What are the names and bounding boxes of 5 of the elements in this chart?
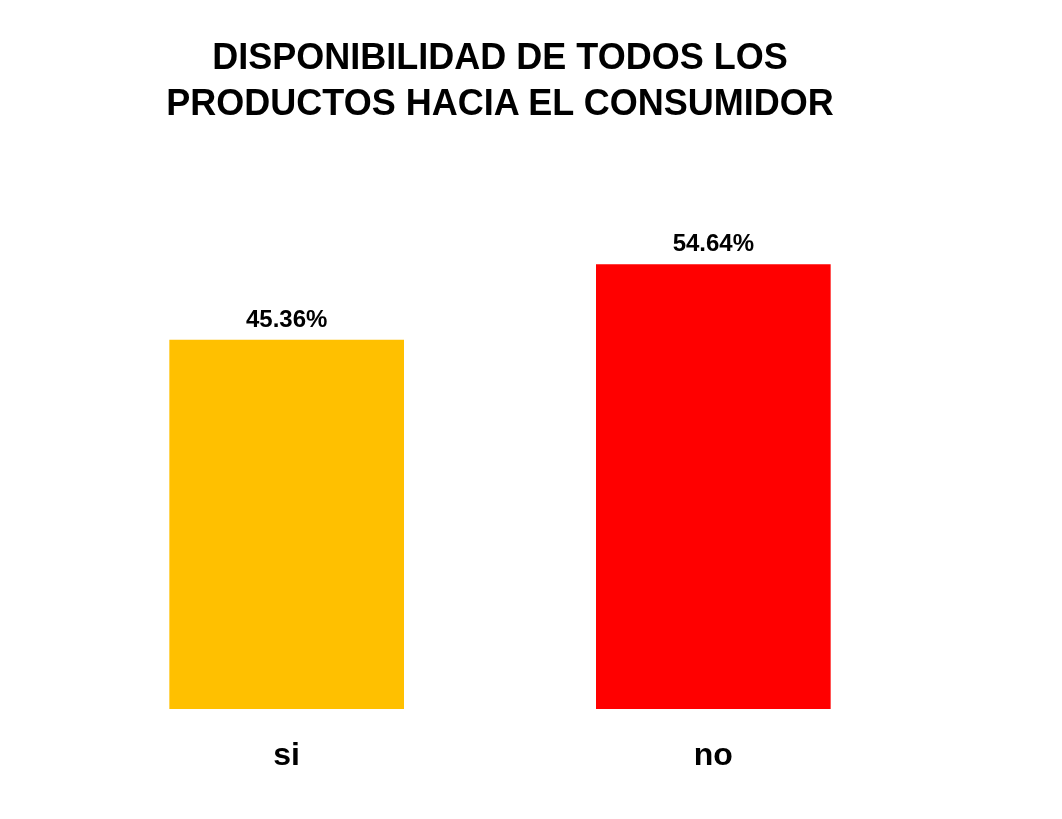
x-tick-label: si xyxy=(273,735,301,772)
x-tick-label: no xyxy=(693,735,733,772)
data-label: 45.36% xyxy=(245,304,328,332)
chart-title: DISPONIBILIDAD DE TODOS LOS PRODUCTOS HACIA EL CONSUMIDOR xyxy=(166,36,834,123)
data-label: 54.64% xyxy=(672,229,755,257)
